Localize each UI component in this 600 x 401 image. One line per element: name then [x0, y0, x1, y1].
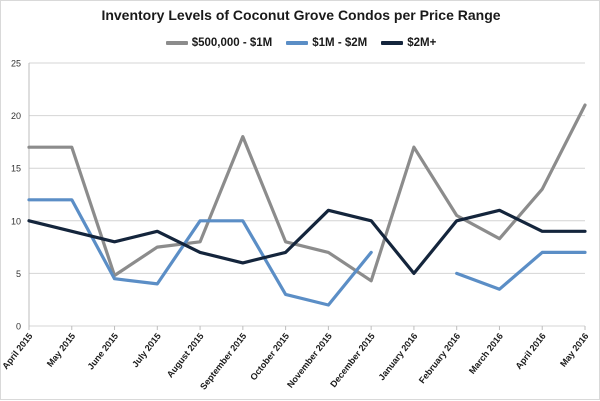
- legend-item-1m-2m: $1M - $2M: [286, 37, 367, 49]
- x-tick-label-4: August 2015: [165, 331, 206, 379]
- x-tick-label-6: October 2015: [248, 331, 291, 382]
- series-line-2m-plus-segment-0: [27, 208, 587, 275]
- series-line-500k-1m-segment-0: [27, 103, 587, 283]
- legend-item-500k-1m: $500,000 - $1M: [165, 37, 273, 49]
- legend-item-2m-plus: $2M+: [381, 37, 436, 49]
- y-tick-label-5: 5: [16, 269, 21, 279]
- x-tick-label-3: July 2015: [130, 331, 163, 369]
- legend-swatch-2m-plus: [381, 41, 404, 45]
- legend-swatch-1m-2m: [286, 41, 309, 45]
- y-tick-label-25: 25: [11, 59, 21, 69]
- y-tick-label-10: 10: [11, 216, 21, 226]
- legend: $500,000 - $1M $1M - $2M $2M+: [1, 37, 600, 49]
- series-line-1m-2m-segment-0: [27, 198, 373, 307]
- x-tick-label-11: March 2016: [467, 331, 505, 376]
- x-tick-label-9: January 2016: [376, 331, 419, 382]
- x-tick-label-8: December 2015: [328, 331, 377, 389]
- legend-label-500k-1m: $500,000 - $1M: [191, 37, 273, 49]
- y-tick-label-20: 20: [11, 111, 21, 121]
- x-tick-label-5: September 2015: [198, 331, 248, 392]
- legend-swatch-500k-1m: [165, 41, 188, 45]
- x-tick-label-13: May 2016: [558, 331, 591, 369]
- y-tick-label-0: 0: [16, 322, 21, 332]
- y-tick-label-15: 15: [11, 164, 21, 174]
- x-tick-label-10: February 2016: [417, 331, 462, 385]
- x-tick-label-2: June 2015: [85, 331, 120, 371]
- x-tick-label-1: May 2015: [45, 331, 78, 369]
- series-line-1m-2m-segment-1: [455, 250, 587, 291]
- legend-label-2m-plus: $2M+: [407, 37, 437, 49]
- x-tick-label-0: April 2015: [1, 331, 35, 371]
- legend-label-1m-2m: $1M - $2M: [312, 37, 368, 49]
- x-tick-label-12: April 2016: [513, 331, 547, 371]
- x-tick-label-7: November 2015: [285, 331, 334, 390]
- chart-title: Inventory Levels of Coconut Grove Condos…: [101, 7, 501, 23]
